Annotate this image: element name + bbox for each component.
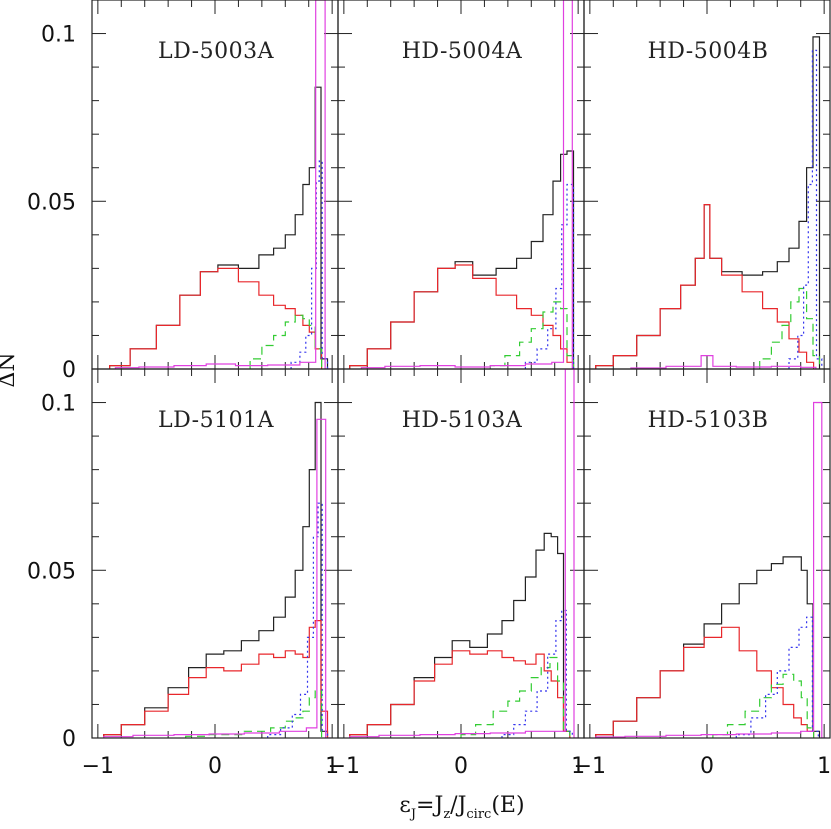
panel-title: HD-5004A	[402, 39, 523, 64]
y-tick-label: 0	[62, 727, 76, 752]
series-dashed-3	[712, 673, 815, 738]
series-dotted-4	[524, 183, 575, 369]
panel-1: LD-5003A	[91, 0, 339, 370]
tick-labels-group: 00.050.1−1 0 100.050.1−1 0 1−1 0 1	[27, 23, 831, 779]
series-solid-1	[595, 556, 821, 738]
y-tick-label: 0.05	[27, 559, 76, 584]
y-tick-label: 0.05	[27, 190, 76, 215]
panel-6: HD-5103B	[583, 368, 831, 739]
series-solid-5	[103, 418, 331, 738]
series-dotted-4	[501, 609, 573, 738]
y-tick-label: 0.1	[41, 392, 76, 417]
panel-title: HD-5103A	[402, 408, 523, 433]
panel-title: LD-5101A	[158, 408, 275, 433]
panel-title: LD-5003A	[158, 39, 275, 64]
panel-3: HD-5004B	[583, 0, 831, 370]
series-solid-5	[349, 369, 580, 738]
y-axis-title: ΔN	[0, 352, 20, 387]
y-tick-label: 0.1	[41, 23, 76, 48]
x-tick-label: 1	[817, 754, 831, 779]
series-solid-1	[109, 86, 329, 369]
x-tick-label: 0	[454, 754, 468, 779]
series-dashed-3	[249, 314, 323, 369]
panel-title: HD-5103B	[648, 408, 769, 433]
series-solid-5	[630, 355, 817, 369]
series-dashed-3	[460, 656, 571, 738]
series-solid-2	[349, 264, 575, 369]
series-solid-1	[103, 401, 329, 738]
series-dotted-4	[267, 502, 329, 738]
series-solid-2	[595, 204, 815, 369]
series-solid-1	[595, 36, 821, 369]
panels-group: LD-5003A HD-5004A HD-5004B LD-5101A HD-5103A…	[91, 0, 831, 739]
series-dashed-3	[759, 287, 821, 369]
series-dotted-4	[788, 49, 823, 369]
x-tick-label: −1	[82, 754, 114, 779]
x-tick-label: 1	[571, 754, 585, 779]
series-solid-5	[595, 401, 827, 738]
x-tick-label: −1	[574, 754, 606, 779]
panel-4: LD-5101A	[91, 368, 339, 739]
y-tick-label: 0	[62, 358, 76, 383]
panel-2: HD-5004A	[337, 0, 585, 370]
series-solid-2	[349, 650, 571, 738]
series-solid-2	[103, 620, 329, 738]
series-solid-1	[349, 150, 575, 369]
series-dotted-4	[735, 616, 819, 738]
series-solid-5	[114, 0, 331, 369]
series-solid-2	[595, 626, 815, 738]
x-tick-label: −1	[328, 754, 360, 779]
series-solid-2	[109, 267, 323, 369]
series-dotted-4	[290, 160, 329, 369]
panel-frame	[583, 368, 831, 739]
x-tick-label: 0	[700, 754, 714, 779]
series-solid-5	[360, 0, 579, 369]
panel-title: HD-5004B	[648, 39, 769, 64]
panel-5: HD-5103A	[337, 368, 585, 739]
x-tick-label: 1	[325, 754, 339, 779]
x-tick-label: 0	[208, 754, 222, 779]
x-axis-title: εJ=Jz/Jcirc(E)	[399, 793, 524, 822]
series-dashed-3	[489, 301, 575, 369]
